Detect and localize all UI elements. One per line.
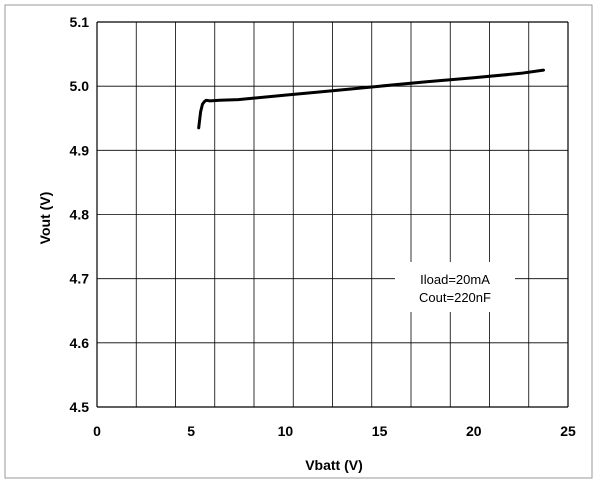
x-tick-label: 15: [372, 423, 388, 439]
y-axis-title: Vout (V): [37, 192, 53, 245]
series-line-0: [197, 68, 545, 130]
x-tick-label: 10: [278, 423, 294, 439]
x-tick-label: 0: [93, 423, 101, 439]
y-tick-label: 4.7: [70, 271, 90, 287]
x-tick-label: 5: [187, 423, 195, 439]
y-tick-label: 5.0: [70, 78, 90, 94]
x-tick-label: 25: [560, 423, 576, 439]
x-tick-label: 20: [466, 423, 482, 439]
annotation-box: [395, 262, 515, 312]
y-tick-label: 4.5: [70, 399, 90, 415]
series-layer: [197, 68, 545, 130]
y-tick-label: 4.9: [70, 142, 90, 158]
y-tick-label: 5.1: [70, 14, 90, 30]
tick-label-layer: 0 5 10 15 20 25 4.5 4.6 4.7 4.8 4.9 5.0 5.1: [70, 14, 576, 439]
annotation-cout: Cout=220nF: [419, 290, 491, 305]
grid-layer: [96, 21, 569, 408]
annotation-layer: Iload=20mA Cout=220nF: [395, 262, 515, 312]
x-axis-title: Vbatt (V): [305, 457, 363, 473]
y-tick-label: 4.8: [70, 207, 90, 223]
figure-frame: [4, 4, 593, 479]
annotation-iload: Iload=20mA: [420, 272, 490, 287]
y-tick-label: 4.6: [70, 335, 90, 351]
